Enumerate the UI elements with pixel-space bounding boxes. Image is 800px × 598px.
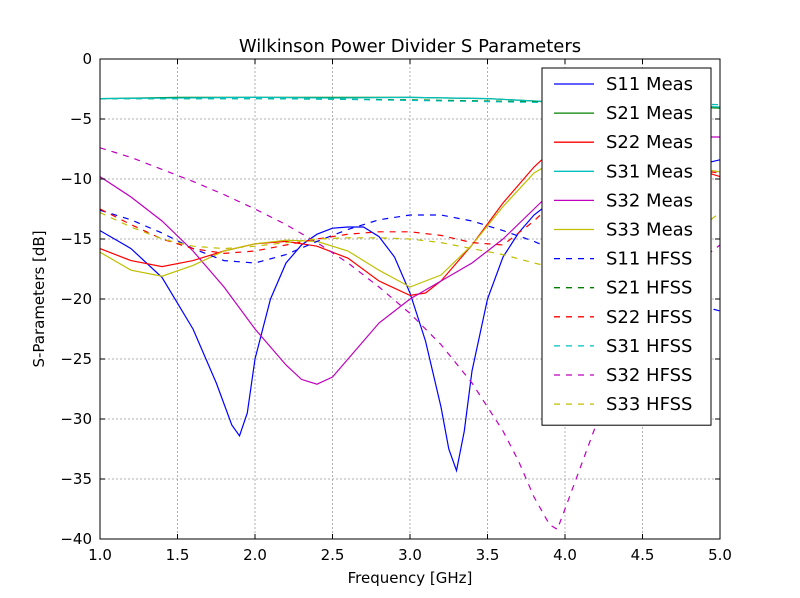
legend-label: S21 Meas (606, 103, 693, 124)
series-line-s33-hfss (100, 212, 720, 274)
y-tick-label: −15 (60, 230, 92, 248)
x-tick-label: 3.0 (398, 546, 422, 564)
legend-label: S32 HFSS (606, 365, 692, 386)
y-tick-label: −25 (60, 350, 92, 368)
series-line-s32-hfss (100, 147, 720, 531)
x-tick-label: 1.5 (166, 546, 190, 564)
legend-label: S21 HFSS (606, 278, 692, 299)
y-axis-label: S-Parameters [dB] (30, 230, 48, 367)
y-tick-label: −20 (60, 290, 92, 308)
x-tick-label: 2.5 (321, 546, 345, 564)
legend-label: S33 HFSS (606, 394, 692, 415)
legend-label: S33 Meas (606, 220, 693, 241)
legend: S11 Meas S21 Meas S22 Meas S31 Meas S32 Meas… (541, 67, 712, 426)
x-tick-label: 4.5 (631, 546, 655, 564)
x-tick-label: 3.5 (476, 546, 500, 564)
legend-label: S11 Meas (606, 74, 693, 95)
y-tick-label: 0 (82, 50, 92, 68)
chart-title: Wilkinson Power Divider S Parameters (239, 36, 581, 57)
y-tick-label: −35 (60, 470, 92, 488)
x-tick-label: 4.0 (553, 546, 577, 564)
legend-box (541, 67, 712, 426)
axis-ticks: 1.0 1.5 2.0 2.5 3.0 3.5 4.0 4.5 5.0 0 −5 −10 −15 −20 −… (60, 50, 732, 564)
x-axis-label: Frequency [GHz] (348, 569, 473, 587)
y-tick-label: −10 (60, 170, 92, 188)
legend-label: S22 Meas (606, 132, 693, 153)
x-tick-label: 5.0 (708, 546, 732, 564)
x-tick-label: 1.0 (88, 546, 112, 564)
legend-label: S31 Meas (606, 161, 693, 182)
y-tick-label: −40 (60, 530, 92, 548)
y-tick-label: −30 (60, 410, 92, 428)
x-tick-label: 2.0 (243, 546, 267, 564)
legend-label: S11 HFSS (606, 249, 692, 270)
y-tick-label: −5 (70, 110, 92, 128)
legend-label: S31 HFSS (606, 336, 692, 357)
legend-label: S22 HFSS (606, 307, 692, 328)
legend-label: S32 Meas (606, 190, 693, 211)
